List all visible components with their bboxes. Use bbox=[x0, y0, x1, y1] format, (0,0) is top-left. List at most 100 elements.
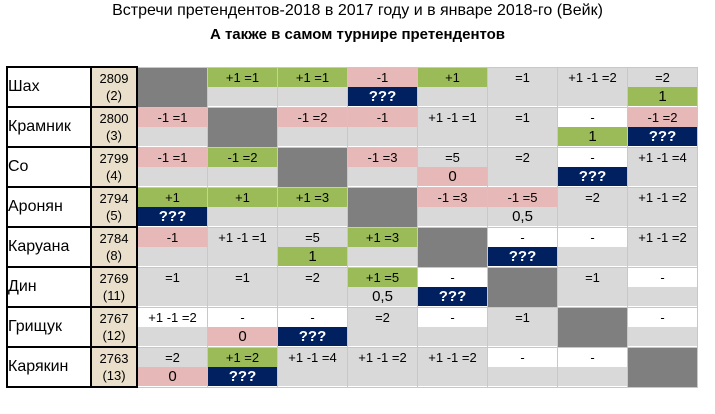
candidates-result bbox=[418, 86, 487, 106]
player-rank: (5) bbox=[106, 208, 122, 223]
candidates-result: ??? bbox=[348, 86, 417, 106]
player-row: Со 2799 (4) -1 =1 -1 =2 -1 =3 =5 0 =2-??? +1 -1 =… bbox=[6, 146, 698, 188]
past-score: +1 =3 bbox=[348, 227, 417, 247]
result-cell: -0 bbox=[207, 306, 278, 348]
candidates-result: ??? bbox=[138, 206, 207, 226]
past-score: - bbox=[558, 347, 627, 367]
past-score: =1 bbox=[488, 107, 557, 127]
candidates-result: 1 bbox=[558, 126, 627, 146]
candidates-result bbox=[558, 206, 627, 226]
player-rank: (3) bbox=[106, 128, 122, 143]
candidates-result bbox=[418, 126, 487, 146]
page-title: Встречи претендентов-2018 в 2017 году и … bbox=[112, 2, 603, 19]
past-score: - bbox=[558, 147, 627, 167]
result-cell: -1??? bbox=[347, 66, 418, 108]
candidates-result bbox=[628, 166, 697, 186]
candidates-result bbox=[418, 206, 487, 226]
player-name: Со bbox=[6, 146, 92, 188]
player-rating: 2767 bbox=[99, 311, 129, 326]
player-rating-cell: 2767 (12) bbox=[90, 306, 138, 348]
past-score: -1 bbox=[348, 67, 417, 87]
self-cell bbox=[557, 306, 628, 348]
past-score: - bbox=[558, 227, 627, 247]
candidates-result bbox=[208, 286, 277, 306]
player-rating: 2799 bbox=[99, 151, 129, 166]
past-score: +1 -1 =1 bbox=[418, 107, 487, 127]
past-score: -1 bbox=[348, 107, 417, 127]
result-cell: =2 bbox=[487, 146, 558, 188]
player-name: Карякин bbox=[6, 346, 92, 388]
candidates-result bbox=[348, 326, 417, 346]
candidates-result bbox=[628, 326, 697, 346]
candidates-result: ??? bbox=[418, 286, 487, 306]
candidates-result bbox=[138, 126, 207, 146]
player-name: Дин bbox=[6, 266, 92, 308]
player-row: Карякин 2763 (13) =2 0 +1 =2??? +1 -1 =4 +1 -1 … bbox=[6, 346, 698, 388]
player-rating: 2800 bbox=[99, 111, 129, 126]
player-rank: (8) bbox=[106, 248, 122, 263]
result-cell: -??? bbox=[557, 146, 628, 188]
past-score: +1 -1 =4 bbox=[278, 347, 347, 367]
candidates-result bbox=[278, 286, 347, 306]
result-cell: +1 bbox=[207, 186, 278, 228]
result-cell: +1 -1 =2 bbox=[417, 346, 488, 388]
candidates-result bbox=[418, 326, 487, 346]
player-row: Грищук 2767 (12) +1 -1 =2-0-??? =2- =1- bbox=[6, 306, 698, 348]
candidates-result: ??? bbox=[558, 166, 627, 186]
candidates-result bbox=[348, 366, 417, 386]
result-cell: +1 -1 =1 bbox=[417, 106, 488, 148]
candidates-result bbox=[278, 366, 347, 386]
candidates-result: 1 bbox=[278, 246, 347, 266]
past-score: =2 bbox=[628, 67, 697, 87]
past-score: =2 bbox=[558, 187, 627, 207]
result-cell: +1 =5 0,5 bbox=[347, 266, 418, 308]
candidates-result: ??? bbox=[208, 366, 277, 386]
past-score: +1 -1 =2 bbox=[628, 187, 697, 207]
player-rating: 2794 bbox=[99, 191, 129, 206]
candidates-result bbox=[278, 86, 347, 106]
candidates-result: 0 bbox=[138, 366, 207, 386]
result-cell: -1 =2 bbox=[207, 146, 278, 188]
result-cell: - bbox=[417, 306, 488, 348]
player-rating-cell: 2794 (5) bbox=[90, 186, 138, 228]
player-rating: 2763 bbox=[99, 351, 129, 366]
candidates-result bbox=[138, 286, 207, 306]
past-score: +1 =1 bbox=[208, 67, 277, 87]
result-cell: =2 bbox=[277, 266, 348, 308]
candidates-result bbox=[628, 206, 697, 226]
self-cell bbox=[417, 226, 488, 268]
candidates-result: 0 bbox=[208, 326, 277, 346]
past-score: -1 bbox=[138, 227, 207, 247]
past-score: - bbox=[278, 307, 347, 327]
past-score: - bbox=[628, 307, 697, 327]
result-cell: =1 bbox=[487, 106, 558, 148]
result-cell: +1 -1 =2 bbox=[347, 346, 418, 388]
past-score: +1 =3 bbox=[278, 187, 347, 207]
candidates-result bbox=[418, 366, 487, 386]
crosstable-body: Шах 2809 (2) +1 =1 +1 =1 -1??? +1 =1 +1 -1 =2 =2 1… bbox=[6, 66, 698, 388]
player-rank: (4) bbox=[106, 168, 122, 183]
candidates-result bbox=[278, 206, 347, 226]
player-name: Грищук bbox=[6, 306, 92, 348]
past-score: - bbox=[418, 267, 487, 287]
past-score: -1 =2 bbox=[278, 107, 347, 127]
result-cell: +1 -1 =2 bbox=[627, 226, 698, 268]
candidates-result bbox=[558, 86, 627, 106]
past-score: +1 -1 =2 bbox=[418, 347, 487, 367]
candidates-result bbox=[488, 326, 557, 346]
player-row: Аронян 2794 (5) +1??? +1 +1 =3 -1 =3 -1 =5 0,5 =2… bbox=[6, 186, 698, 228]
player-row: Шах 2809 (2) +1 =1 +1 =1 -1??? +1 =1 +1 -1 =2 =2 1 bbox=[6, 66, 698, 108]
past-score: =2 bbox=[138, 347, 207, 367]
past-score: -1 =2 bbox=[628, 107, 697, 127]
result-cell: - bbox=[627, 306, 698, 348]
result-cell: =1 bbox=[207, 266, 278, 308]
self-cell bbox=[136, 66, 208, 108]
result-cell: =2 bbox=[347, 306, 418, 348]
player-rank: (2) bbox=[106, 88, 122, 103]
candidates-result bbox=[208, 86, 277, 106]
candidates-result bbox=[488, 166, 557, 186]
player-rating: 2809 bbox=[99, 71, 129, 86]
player-rating-cell: 2769 (11) bbox=[90, 266, 138, 308]
past-score: - bbox=[628, 267, 697, 287]
candidates-result: 0 bbox=[418, 166, 487, 186]
